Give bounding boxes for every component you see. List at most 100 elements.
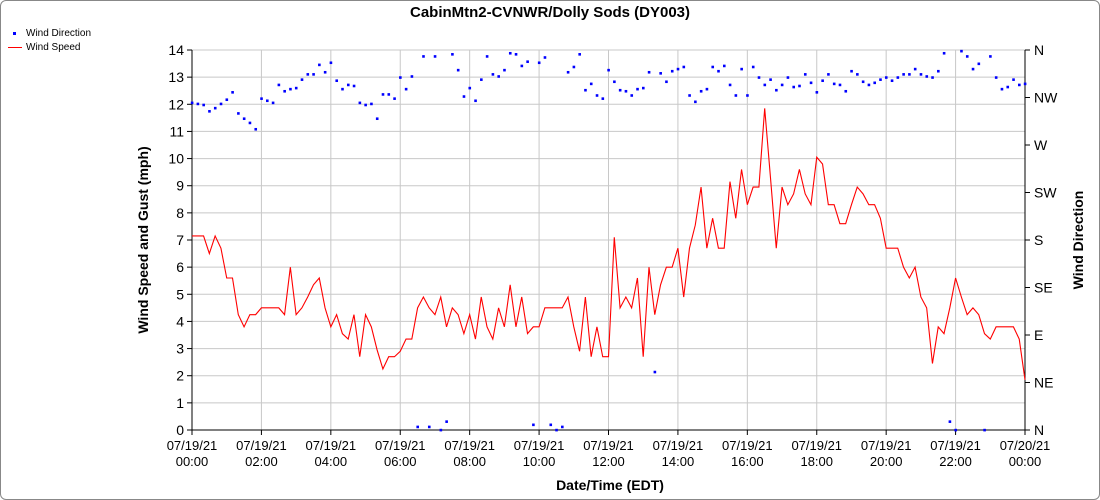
wind-direction-point — [387, 93, 391, 96]
wind-direction-point — [584, 88, 587, 92]
wind-direction-point — [960, 49, 963, 53]
wind-direction-point — [491, 73, 495, 76]
wind-direction-point — [942, 51, 946, 55]
x-tick-label-date: 07/19/21 — [306, 438, 357, 453]
wind-direction-point — [711, 65, 715, 69]
wind-direction-point — [352, 84, 356, 88]
wind-direction-point — [867, 83, 871, 87]
wind-direction-point — [884, 76, 888, 79]
y-tick-label: 10 — [168, 151, 184, 167]
wind-direction-point — [283, 89, 286, 93]
wind-direction-point — [798, 84, 801, 88]
wind-direction-point — [931, 76, 934, 79]
wind-direction-point — [196, 102, 200, 106]
wind-direction-point — [208, 110, 211, 113]
wind-direction-point — [537, 61, 541, 65]
y-tick-label: 2 — [176, 368, 184, 384]
wind-direction-point — [549, 423, 553, 427]
y2-tick-label: SE — [1034, 280, 1053, 296]
y-tick-label: 0 — [176, 422, 184, 438]
legend-label: Wind Direction — [26, 28, 92, 39]
y-tick-label: 9 — [176, 178, 184, 194]
wind-direction-point — [318, 63, 321, 67]
wind-direction-point — [480, 78, 483, 81]
wind-direction-point — [346, 83, 350, 87]
wind-direction-point — [659, 72, 662, 75]
wind-direction-point — [456, 68, 460, 72]
x-tick-label-time: 10:00 — [523, 454, 556, 469]
wind-direction-point — [780, 83, 784, 87]
wind-direction-point — [809, 81, 813, 85]
wind-direction-point — [699, 89, 703, 93]
wind-direction-point — [202, 103, 205, 107]
wind-direction-point — [821, 79, 824, 83]
x-tick-label-time: 22:00 — [939, 454, 972, 469]
wind-direction-point — [856, 73, 859, 76]
wind-direction-point — [555, 428, 558, 432]
wind-direction-point — [1000, 87, 1004, 91]
x-tick-label-date: 07/19/21 — [514, 438, 565, 453]
wind-direction-point — [890, 79, 894, 83]
wind-direction-point — [468, 86, 472, 90]
wind-direction-point — [838, 83, 842, 87]
legend-item-wind-speed: Wind Speed — [8, 42, 80, 53]
wind-direction-point — [370, 102, 373, 106]
y2-tick-label: NE — [1034, 375, 1053, 391]
wind-direction-point — [896, 76, 900, 79]
wind-direction-point — [375, 117, 379, 121]
wind-direction-point — [589, 82, 593, 86]
wind-direction-point — [312, 73, 315, 76]
x-tick-label-time: 06:00 — [384, 454, 417, 469]
wind-direction-point — [474, 99, 477, 103]
wind-direction-point — [271, 101, 275, 105]
y2-tick-label: W — [1034, 137, 1048, 153]
wind-direction-point — [225, 98, 229, 102]
wind-direction-point — [503, 68, 506, 72]
wind-direction-point — [451, 53, 454, 56]
wind-direction-point — [746, 94, 749, 97]
x-tick-label-date: 07/19/21 — [930, 438, 981, 453]
y-tick-label: 14 — [168, 42, 184, 58]
y2-axis-title: Wind Direction — [1070, 191, 1086, 290]
wind-direction-point — [694, 100, 697, 104]
wind-direction-point — [722, 64, 726, 68]
wind-direction-point — [803, 73, 807, 76]
wind-direction-point — [827, 73, 830, 76]
x-tick-label-date: 07/19/21 — [583, 438, 634, 453]
wind-direction-point — [526, 60, 529, 64]
y-tick-label: 4 — [176, 313, 184, 329]
wind-direction-point — [277, 83, 281, 87]
wind-direction-point — [341, 87, 344, 91]
wind-direction-point — [971, 67, 975, 71]
x-tick-label-time: 04:00 — [315, 454, 348, 469]
wind-direction-point — [404, 87, 408, 91]
wind-direction-point — [1012, 78, 1015, 81]
wind-direction-point — [445, 420, 448, 423]
wind-direction-point — [815, 91, 819, 94]
y-axis-title: Wind Speed and Gust (mph) — [135, 146, 151, 333]
wind-direction-point — [439, 428, 443, 432]
wind-direction-point — [416, 425, 420, 429]
x-tick-label-date: 07/19/21 — [375, 438, 426, 453]
wind-direction-point — [832, 82, 836, 86]
x-tick-label-date: 07/19/21 — [722, 438, 773, 453]
wind-direction-point — [595, 94, 599, 97]
x-tick-label-date: 07/20/21 — [1000, 438, 1051, 453]
wind-direction-point — [630, 94, 634, 97]
wind-direction-point — [520, 64, 524, 68]
wind-direction-point — [433, 55, 437, 58]
y-tick-label: 11 — [169, 123, 184, 139]
wind-direction-point — [1023, 82, 1027, 86]
wind-direction-point — [873, 81, 876, 85]
wind-direction-point — [977, 62, 981, 66]
wind-direction-point — [427, 425, 431, 429]
x-tick-label-time: 14:00 — [662, 454, 695, 469]
wind-direction-point — [289, 87, 292, 91]
y-tick-label: 1 — [176, 395, 184, 411]
wind-direction-point — [266, 99, 269, 103]
x-tick-label-date: 07/19/21 — [167, 438, 218, 453]
wind-direction-point — [850, 69, 853, 73]
y2-tick-label: SW — [1034, 185, 1057, 201]
legend-item-wind-direction: Wind Direction — [8, 28, 91, 39]
